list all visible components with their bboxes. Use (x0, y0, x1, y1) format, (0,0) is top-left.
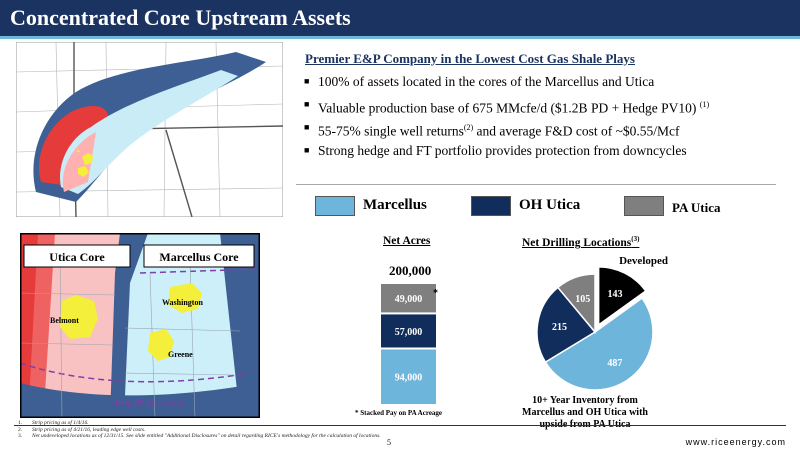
pie-slice (556, 273, 596, 335)
regional-map (16, 42, 283, 217)
pie-slice (544, 297, 654, 390)
belmont-acreage (60, 295, 98, 339)
county-label-belmont: Belmont (50, 316, 79, 325)
legend-label: PA Utica (672, 200, 721, 215)
footnote: 3. Net undeveloped locations as of 12/31/… (18, 433, 381, 439)
core-acreage-1 (82, 153, 93, 165)
bar-value-label: 94,000 (395, 373, 423, 384)
deep-utica-label: Deep PA Utica Core (115, 398, 183, 407)
utica-core-label: Utica Core (49, 250, 105, 264)
net-acres-total: 200,000 (389, 263, 432, 278)
core-acreage-2 (78, 166, 89, 177)
drilling-locations-chart: 143 487 215 105 Developed (536, 255, 668, 390)
legend-swatch (624, 196, 664, 216)
bullet-item: ■ 55-75% single well returns(2) and avera… (302, 116, 772, 139)
page-number: 5 (387, 438, 391, 447)
bullet-dot-icon: ■ (304, 145, 310, 155)
marcellus-core-label: Marcellus Core (159, 250, 239, 264)
county-label-greene: Greene (168, 350, 193, 359)
footnote: 2. Strip pricing as of 4/21/16, leading e… (18, 426, 146, 433)
inventory-note: 10+ Year Inventory from Marcellus and OH… (522, 395, 648, 430)
bar-value-label: 49,000 (395, 294, 423, 305)
bullet-dot-icon: ■ (304, 122, 310, 132)
bullet-dot-icon: ■ (304, 99, 310, 109)
bullet-item: ■ Strong hedge and FT portfolio provides … (302, 139, 772, 162)
legend-swatch (471, 196, 511, 216)
pie-slice (597, 266, 647, 327)
core-detail-map: Utica Core Marcellus Core Belmont Washin… (20, 233, 260, 418)
drilling-locations-title: Net Drilling Locations(3) (522, 235, 640, 249)
net-acres-title: Net Acres (383, 235, 431, 247)
title-underline (0, 36, 800, 39)
footnote: 1. Strip pricing as of 1/4/16. (18, 420, 89, 426)
pie-slice (536, 286, 597, 364)
footer-rule (14, 425, 786, 426)
stacked-pay-footnote: * Stacked Pay on PA Acreage (355, 409, 443, 417)
headline: Premier E&P Company in the Lowest Cost G… (305, 51, 635, 66)
website-link[interactable]: www.riceenergy.com (685, 437, 786, 447)
pie-value-label: 215 (552, 322, 567, 333)
bullet-item: ■ Valuable production base of 675 MMcfe/d… (302, 93, 772, 116)
bullet-dot-icon: ■ (304, 76, 310, 86)
legend-label: OH Utica (519, 197, 581, 213)
bar-marker: * (433, 288, 438, 299)
net-acres-chart: 94,000 57,000 49,000 * (381, 284, 438, 404)
pie-value-label: 105 (575, 294, 590, 305)
pie-value-label: 487 (607, 358, 622, 369)
legend-label: Marcellus (363, 197, 427, 213)
bar-segment (381, 349, 436, 404)
washington-acreage (168, 283, 202, 313)
footnotes: 1. Strip pricing as of 1/4/16. 2. Strip pr… (18, 420, 381, 440)
pie-value-label: 143 (608, 289, 623, 300)
title-bar: Concentrated Core Upstream Assets (0, 0, 800, 36)
greene-acreage (148, 329, 174, 361)
bullet-list: ■ 100% of assets located in the cores of … (302, 70, 772, 162)
page-title: Concentrated Core Upstream Assets (10, 5, 351, 30)
marcellus-core-region (112, 233, 260, 418)
marcellus-region (60, 70, 238, 194)
bar-value-label: 57,000 (395, 327, 423, 338)
developed-annotation: Developed (619, 255, 668, 267)
bullet-item: ■ 100% of assets located in the cores of … (302, 70, 772, 93)
county-label-washington: Washington (162, 298, 203, 307)
section-divider (296, 184, 776, 185)
bar-segment (381, 314, 436, 348)
bar-segment (381, 284, 436, 313)
legend-swatch (315, 196, 355, 216)
